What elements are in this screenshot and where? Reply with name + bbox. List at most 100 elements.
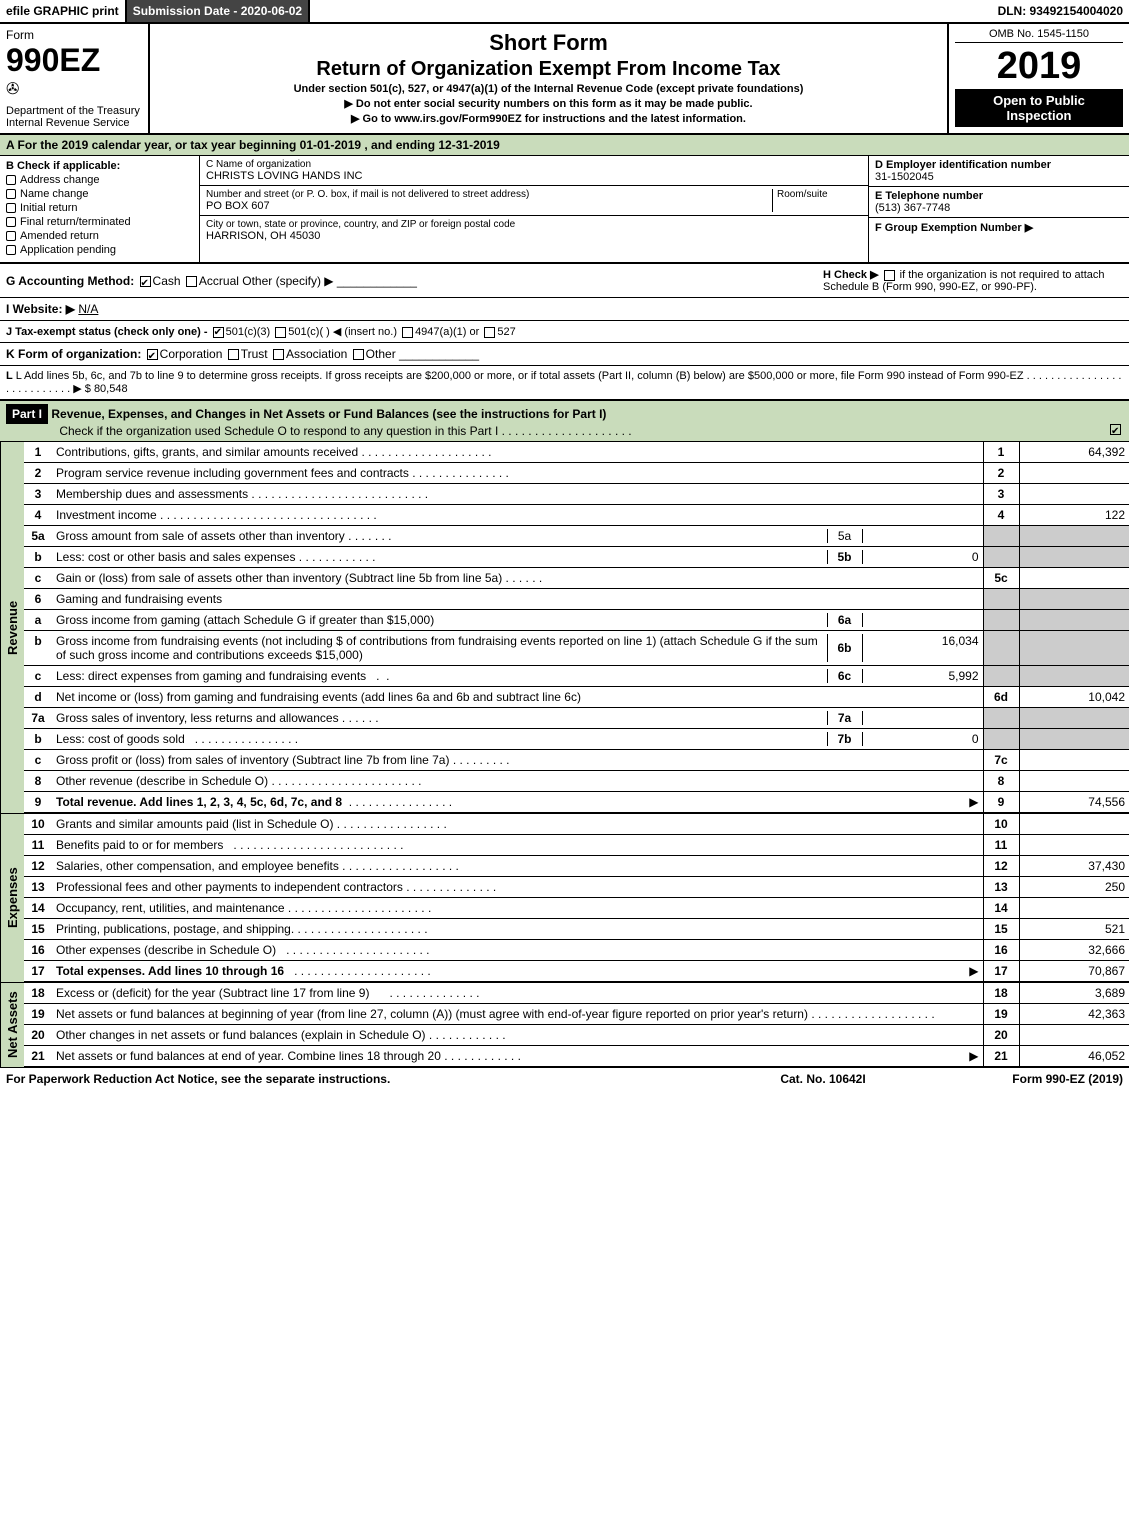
chk-initial-return[interactable]: Initial return [6,202,193,214]
part1-title: Revenue, Expenses, and Changes in Net As… [51,407,606,421]
form-header: Form 990EZ ✇ Department of the Treasury … [0,24,1129,135]
j-label: J Tax-exempt status (check only one) - [6,326,208,338]
form-number: 990EZ [6,42,142,79]
chk-accrual[interactable] [186,276,197,287]
info-grid: B Check if applicable: Address change Na… [0,156,1129,264]
chk-amended-return-label: Amended return [20,230,99,242]
chk-527[interactable] [484,327,495,338]
chk-application-pending-label: Application pending [20,244,116,256]
org-name-label: C Name of organization [206,159,862,170]
tel-label: E Telephone number [875,190,1123,202]
line-10: 10Grants and similar amounts paid (list … [24,814,1129,835]
header-center: Short Form Return of Organization Exempt… [150,24,949,133]
row-l: L L Add lines 5b, 6c, and 7b to line 9 t… [0,366,1129,400]
topbar-spacer [310,0,991,22]
k-label: K Form of organization: [6,347,141,361]
section-def: D Employer identification number 31-1502… [869,156,1129,262]
l-text: L Add lines 5b, 6c, and 7b to line 9 to … [16,370,1024,382]
row-k: K Form of organization: Corporation Trus… [0,343,1129,366]
chk-corp[interactable] [147,349,158,360]
chk-address-change[interactable]: Address change [6,174,193,186]
j-501c3-label: 501(c)(3) [226,326,271,338]
tax-year-row: A For the 2019 calendar year, or tax yea… [0,135,1129,156]
section-c: C Name of organization CHRISTS LOVING HA… [200,156,869,262]
section-b: B Check if applicable: Address change Na… [0,156,200,262]
header-note2: ▶ Go to www.irs.gov/Form990EZ for instru… [156,112,941,125]
chk-501c[interactable] [275,327,286,338]
line-8: 8Other revenue (describe in Schedule O) … [24,771,1129,792]
line-6b: bGross income from fundraising events (n… [24,631,1129,666]
g-label: G Accounting Method: [6,274,134,288]
j-501c-label: 501(c)( ) ◀ (insert no.) [288,326,397,338]
chk-cash[interactable] [140,276,151,287]
line-6c: cLess: direct expenses from gaming and f… [24,666,1129,687]
netassets-section: Net Assets 18Excess or (deficit) for the… [0,983,1129,1068]
j-4947-label: 4947(a)(1) or [415,326,479,338]
tax-year: 2019 [955,47,1123,85]
expenses-section: Expenses 10Grants and similar amounts pa… [0,814,1129,983]
h-label: H Check ▶ [823,269,879,281]
line-4: 4Investment income . . . . . . . . . . .… [24,505,1129,526]
chk-address-change-label: Address change [20,174,100,186]
chk-trust[interactable] [228,349,239,360]
j-527-label: 527 [497,326,515,338]
chk-schedule-o[interactable] [1110,424,1121,435]
group-label: F Group Exemption Number ▶ [875,221,1123,234]
ein-label: D Employer identification number [875,159,1123,171]
chk-h[interactable] [884,270,895,281]
open-to-public: Open to Public Inspection [955,89,1123,127]
dln-label: DLN: 93492154004020 [992,0,1129,22]
chk-final-return-label: Final return/terminated [20,216,131,228]
short-form-title: Short Form [156,30,941,56]
chk-cash-label: Cash [153,274,181,288]
revenue-table: 1Contributions, gifts, grants, and simil… [24,442,1129,813]
line-16: 16Other expenses (describe in Schedule O… [24,940,1129,961]
efile-label[interactable]: efile GRAPHIC print [0,0,127,22]
line-7a: 7aGross sales of inventory, less returns… [24,708,1129,729]
line-6: 6Gaming and fundraising events [24,589,1129,610]
chk-other[interactable] [353,349,364,360]
chk-name-change[interactable]: Name change [6,188,193,200]
footer-left: For Paperwork Reduction Act Notice, see … [6,1072,723,1086]
org-name: CHRISTS LOVING HANDS INC [206,170,862,182]
line-5b: bLess: cost or other basis and sales exp… [24,547,1129,568]
room-label: Room/suite [777,189,862,200]
line-1: 1Contributions, gifts, grants, and simil… [24,442,1129,463]
omb-number: OMB No. 1545-1150 [955,28,1123,43]
irs-label: Internal Revenue Service [6,117,142,129]
chk-501c3[interactable] [213,327,224,338]
page-footer: For Paperwork Reduction Act Notice, see … [0,1068,1129,1090]
l-value: ▶ $ 80,548 [73,383,127,395]
k-other-label: Other [366,347,396,361]
chk-application-pending[interactable]: Application pending [6,244,193,256]
k-assoc-label: Association [286,347,347,361]
tel-value: (513) 367-7748 [875,202,1123,214]
chk-4947[interactable] [402,327,413,338]
line-3: 3Membership dues and assessments . . . .… [24,484,1129,505]
expenses-vert-label: Expenses [0,814,24,982]
line-7b: bLess: cost of goods sold . . . . . . . … [24,729,1129,750]
line-5a: 5aGross amount from sale of assets other… [24,526,1129,547]
line-15: 15Printing, publications, postage, and s… [24,919,1129,940]
line-18: 18Excess or (deficit) for the year (Subt… [24,983,1129,1004]
line-14: 14Occupancy, rent, utilities, and mainte… [24,898,1129,919]
chk-assoc[interactable] [273,349,284,360]
line-11: 11Benefits paid to or for members . . . … [24,835,1129,856]
header-right: OMB No. 1545-1150 2019 Open to Public In… [949,24,1129,133]
chk-accrual-label: Accrual [199,274,239,288]
line-6a: aGross income from gaming (attach Schedu… [24,610,1129,631]
form-label: Form [6,28,142,42]
chk-final-return[interactable]: Final return/terminated [6,216,193,228]
row-j: J Tax-exempt status (check only one) - 5… [0,321,1129,343]
netassets-vert-label: Net Assets [0,983,24,1067]
line-2: 2Program service revenue including gover… [24,463,1129,484]
chk-initial-return-label: Initial return [20,202,77,214]
header-left: Form 990EZ ✇ Department of the Treasury … [0,24,150,133]
submission-date: Submission Date - 2020-06-02 [127,0,310,22]
chk-amended-return[interactable]: Amended return [6,230,193,242]
netassets-table: 18Excess or (deficit) for the year (Subt… [24,983,1129,1067]
part1-check-note: Check if the organization used Schedule … [59,424,498,438]
line-13: 13Professional fees and other payments t… [24,877,1129,898]
top-bar: efile GRAPHIC print Submission Date - 20… [0,0,1129,24]
addr-value: PO BOX 607 [206,200,772,212]
